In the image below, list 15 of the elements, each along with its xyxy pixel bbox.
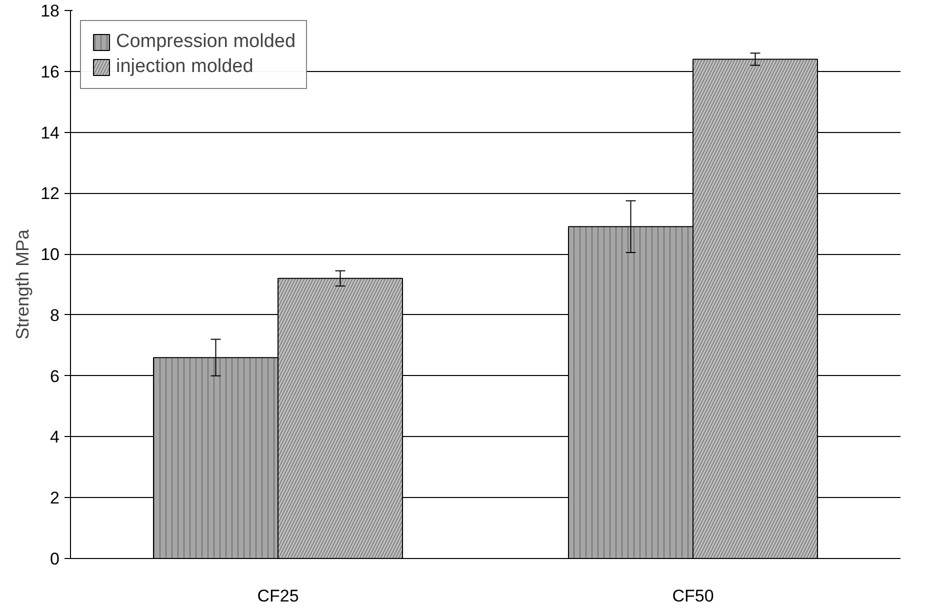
- x-tick-label: CF25: [257, 586, 299, 606]
- y-tick-label: 2: [50, 488, 60, 508]
- y-axis-title: Strength MPa: [12, 228, 33, 340]
- y-tick-label: 14: [40, 123, 60, 142]
- y-tick-label: 4: [50, 428, 60, 447]
- y-tick-label: 12: [40, 184, 60, 204]
- y-tick-label: 6: [50, 366, 60, 386]
- legend-label: Compression molded: [116, 31, 296, 53]
- legend-label: injection molded: [116, 56, 254, 78]
- y-tick-label: 10: [40, 245, 60, 264]
- y-tick-label: 16: [40, 62, 60, 82]
- y-tick-label: 0: [50, 550, 60, 568]
- x-tick-label: CF50: [672, 586, 714, 606]
- y-tick-label: 18: [40, 2, 60, 20]
- y-tick-label: 8: [50, 306, 60, 325]
